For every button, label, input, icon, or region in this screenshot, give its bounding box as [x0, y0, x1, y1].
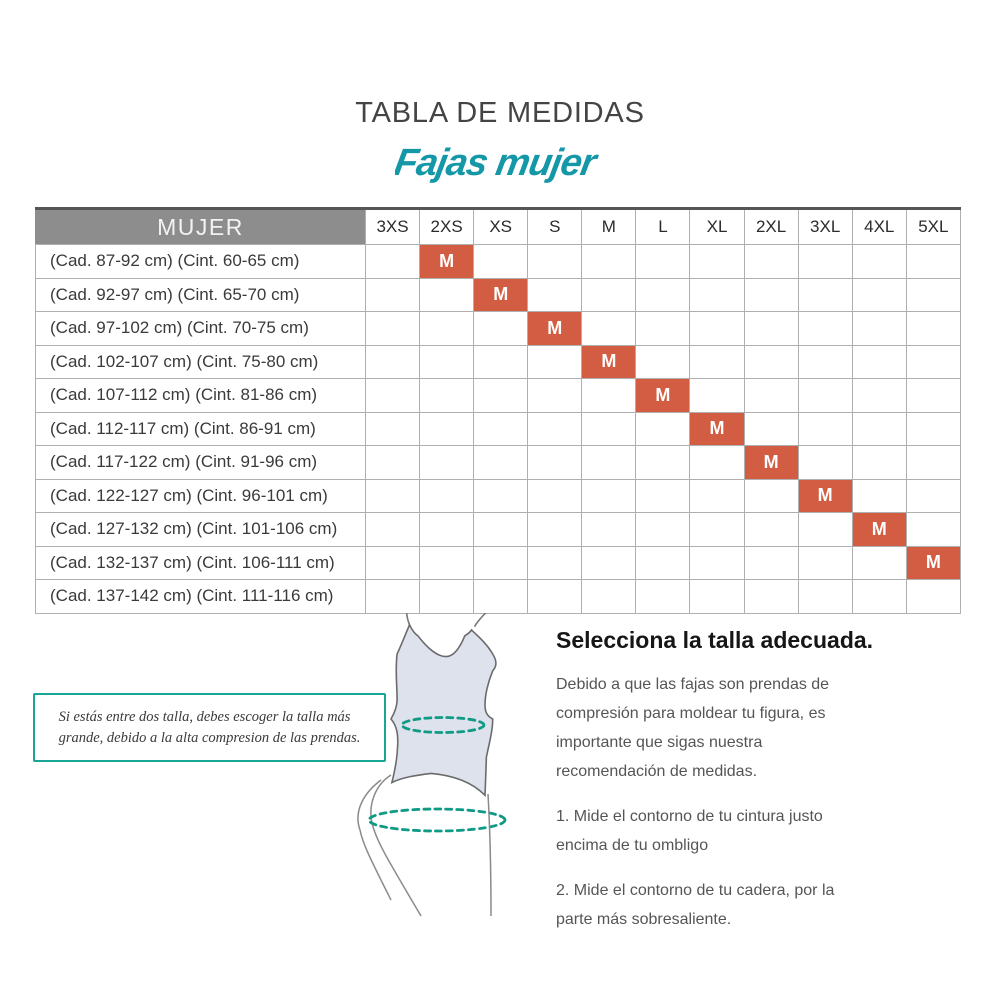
svg-text:Fajas mujer: Fajas mujer: [395, 141, 602, 184]
